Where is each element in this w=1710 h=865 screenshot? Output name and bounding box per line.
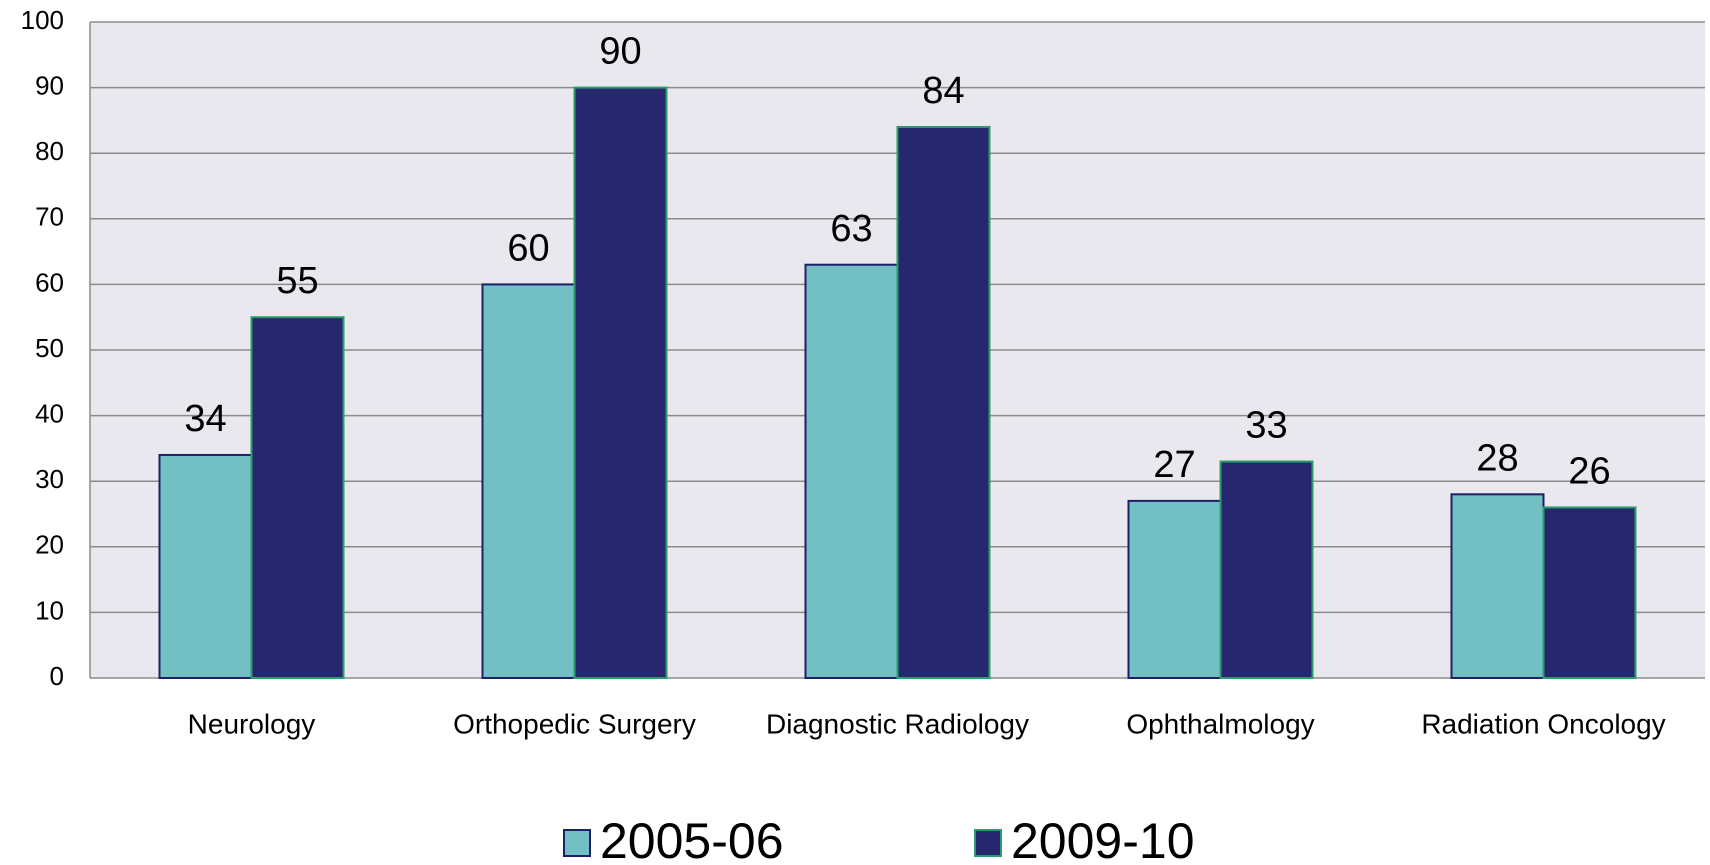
y-tick-label: 0 — [50, 661, 64, 691]
legend-swatch — [563, 829, 591, 857]
bar — [1219, 460, 1314, 679]
y-tick-label: 20 — [35, 530, 64, 560]
x-tick-label: Diagnostic Radiology — [766, 708, 1029, 739]
legend-label: 2009-10 — [1011, 813, 1195, 865]
legend-label: 2005-06 — [600, 813, 784, 865]
x-tick-label: Orthopedic Surgery — [453, 708, 696, 739]
bar — [481, 283, 576, 679]
data-label: 33 — [1245, 405, 1287, 447]
bar — [1127, 499, 1222, 679]
y-tick-label: 30 — [35, 464, 64, 494]
data-label: 28 — [1476, 437, 1518, 479]
bar — [573, 86, 668, 680]
y-tick-label: 40 — [35, 398, 64, 428]
data-label: 27 — [1153, 444, 1195, 486]
data-label: 60 — [507, 227, 549, 269]
data-label: 34 — [184, 398, 226, 440]
legend-swatch — [974, 829, 1002, 857]
bar — [896, 125, 991, 679]
x-tick-label: Ophthalmology — [1126, 708, 1314, 739]
bar — [804, 263, 899, 679]
x-tick-label: Radiation Oncology — [1421, 708, 1665, 739]
y-tick-label: 60 — [35, 267, 64, 297]
data-label: 84 — [922, 70, 964, 112]
data-label: 55 — [276, 260, 318, 302]
data-label: 26 — [1568, 450, 1610, 492]
bar — [250, 316, 345, 679]
y-tick-label: 80 — [35, 136, 64, 166]
data-label: 63 — [830, 208, 872, 250]
y-tick-label: 90 — [35, 70, 64, 100]
data-label: 90 — [599, 31, 641, 73]
bar — [158, 453, 253, 679]
y-tick-label: 50 — [35, 333, 64, 363]
bar — [1450, 493, 1545, 679]
x-tick-label: Neurology — [188, 708, 316, 739]
y-tick-label: 70 — [35, 202, 64, 232]
bar — [1542, 506, 1637, 679]
y-tick-label: 10 — [35, 595, 64, 625]
y-tick-label: 100 — [21, 5, 64, 35]
